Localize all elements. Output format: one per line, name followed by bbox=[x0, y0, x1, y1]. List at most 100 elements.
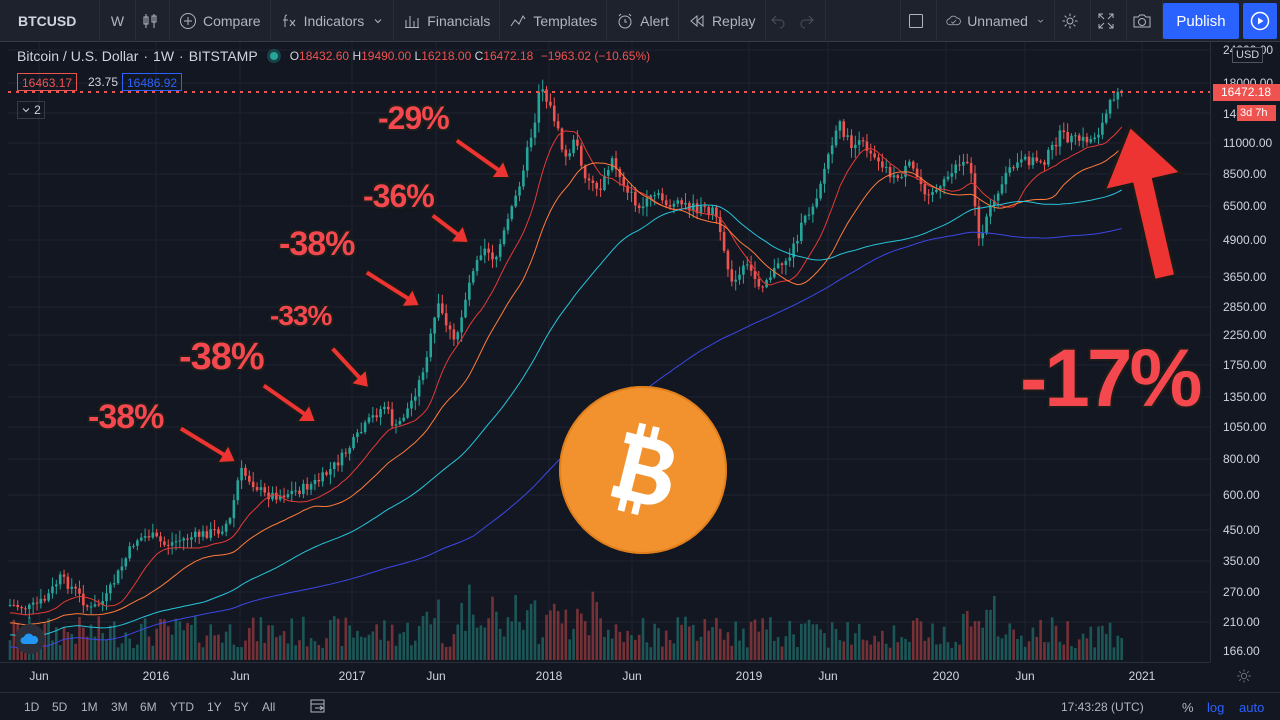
drawdown-label: -29% bbox=[378, 100, 450, 136]
candle-body bbox=[1047, 150, 1050, 165]
play-button[interactable] bbox=[1243, 3, 1277, 39]
candle-body bbox=[583, 165, 587, 179]
candle-body bbox=[595, 182, 599, 189]
candle-body bbox=[738, 274, 741, 280]
candle-body bbox=[1062, 130, 1066, 133]
candle-body bbox=[664, 200, 668, 206]
replay-button[interactable]: Replay bbox=[679, 0, 766, 42]
interval-selector[interactable]: W bbox=[100, 0, 136, 42]
candle-body bbox=[105, 593, 108, 602]
candle-body bbox=[869, 150, 873, 154]
candle-body bbox=[514, 195, 517, 207]
symbol-title[interactable]: Bitcoin / U.S. Dollar bbox=[17, 48, 139, 64]
open-label: O bbox=[289, 49, 300, 63]
candle-body bbox=[452, 329, 456, 340]
indicators-toggle[interactable]: 2 bbox=[17, 101, 45, 119]
chart-type-button[interactable] bbox=[136, 0, 170, 42]
volume-bar bbox=[1112, 647, 1116, 660]
volume-bar bbox=[313, 641, 317, 660]
publish-button[interactable]: Publish bbox=[1163, 3, 1239, 39]
volume-bar bbox=[1054, 625, 1058, 660]
volume-bar bbox=[888, 647, 892, 660]
volume-bar bbox=[587, 635, 591, 660]
volume-bar bbox=[502, 636, 506, 660]
tradingview-logo[interactable] bbox=[15, 624, 45, 654]
volume-bar bbox=[892, 625, 896, 660]
auto-toggle[interactable]: auto bbox=[1239, 700, 1265, 715]
currency-tag[interactable]: USD bbox=[1232, 47, 1264, 63]
range-button-1d[interactable]: 1D bbox=[24, 700, 40, 714]
candle-body bbox=[1070, 135, 1073, 143]
ask-price-box[interactable]: 16486.92 bbox=[122, 73, 183, 91]
calendar-arrow-icon bbox=[310, 699, 325, 713]
low-value: 16218.00 bbox=[421, 49, 472, 63]
candle-body bbox=[93, 604, 97, 607]
price-axis[interactable]: 24000.0018000.0014000.0011000.008500.006… bbox=[1210, 42, 1280, 662]
volume-bar bbox=[1108, 622, 1112, 660]
volume-bar bbox=[846, 622, 849, 660]
price-axis-label: 2850.00 bbox=[1223, 300, 1267, 314]
snapshot-button[interactable] bbox=[1127, 0, 1163, 42]
redo-button[interactable] bbox=[796, 0, 826, 42]
fullscreen-button[interactable] bbox=[1091, 0, 1127, 42]
candle-body bbox=[302, 483, 305, 495]
candle-body bbox=[537, 91, 541, 123]
price-axis-label: 450.00 bbox=[1223, 523, 1260, 537]
candle-body bbox=[336, 462, 340, 466]
volume-bar bbox=[1066, 621, 1069, 660]
financials-button[interactable]: Financials bbox=[394, 0, 501, 42]
log-toggle[interactable]: log bbox=[1207, 700, 1225, 715]
candle-body bbox=[533, 122, 537, 138]
candle-body bbox=[348, 448, 351, 454]
candle-body bbox=[672, 203, 676, 207]
goto-date-button[interactable] bbox=[309, 698, 327, 717]
volume-bar bbox=[772, 640, 776, 660]
candle-body bbox=[186, 538, 189, 540]
undo-button[interactable] bbox=[766, 0, 796, 42]
templates-icon bbox=[510, 14, 526, 26]
range-button-1y[interactable]: 1Y bbox=[207, 700, 222, 714]
candle-body bbox=[178, 540, 182, 542]
range-button-1m[interactable]: 1M bbox=[81, 700, 98, 714]
price-chart[interactable] bbox=[8, 42, 1210, 662]
candle-body bbox=[278, 495, 282, 500]
candle-body bbox=[711, 207, 714, 215]
time-axis[interactable]: Jun 2016 Jun 2017 Jun 2018 Jun 2019 Jun 2020 Jun 20… bbox=[0, 662, 1210, 689]
chart-pane[interactable] bbox=[8, 42, 1210, 662]
range-button-3m[interactable]: 3M bbox=[111, 700, 128, 714]
range-button-5d[interactable]: 5D bbox=[52, 700, 68, 714]
range-button-6m[interactable]: 6M bbox=[140, 700, 157, 714]
symbol-search[interactable]: BTCUSD bbox=[0, 0, 100, 42]
bid-price-box[interactable]: 16463.17 bbox=[17, 73, 78, 91]
alert-button[interactable]: Alert bbox=[607, 0, 679, 42]
candle-body bbox=[201, 531, 205, 537]
volume-bar bbox=[734, 621, 737, 660]
range-button-ytd[interactable]: YTD bbox=[170, 700, 194, 714]
candle-body bbox=[414, 396, 417, 401]
indicators-button[interactable]: Indicators bbox=[271, 0, 395, 42]
volume-bar bbox=[695, 640, 699, 660]
volume-bar bbox=[263, 642, 267, 660]
current-price-tag: 16472.18 bbox=[1213, 84, 1280, 101]
range-button-all[interactable]: All bbox=[262, 700, 276, 714]
candle-body bbox=[263, 487, 267, 493]
candle-body bbox=[522, 170, 525, 187]
candle-body bbox=[772, 268, 776, 278]
axis-settings-button[interactable] bbox=[1236, 668, 1252, 689]
percent-toggle[interactable]: % bbox=[1182, 700, 1194, 715]
clock[interactable]: 17:43:28 (UTC) bbox=[1061, 700, 1144, 714]
volume-bar bbox=[159, 619, 162, 660]
cloud-logo-icon bbox=[20, 633, 39, 644]
candle-body bbox=[282, 495, 286, 498]
layout-name-button[interactable]: Unnamed bbox=[937, 0, 1055, 42]
compare-button[interactable]: Compare bbox=[170, 0, 271, 42]
templates-button[interactable]: Templates bbox=[500, 0, 608, 42]
candle-body bbox=[576, 139, 579, 146]
fullscreen-layout-button[interactable] bbox=[901, 0, 937, 42]
candle-body bbox=[383, 406, 386, 410]
candle-body bbox=[958, 164, 961, 166]
range-button-5y[interactable]: 5Y bbox=[234, 700, 249, 714]
volume-bar bbox=[1101, 625, 1104, 660]
volume-bar bbox=[931, 623, 934, 660]
settings-button[interactable] bbox=[1055, 0, 1091, 42]
